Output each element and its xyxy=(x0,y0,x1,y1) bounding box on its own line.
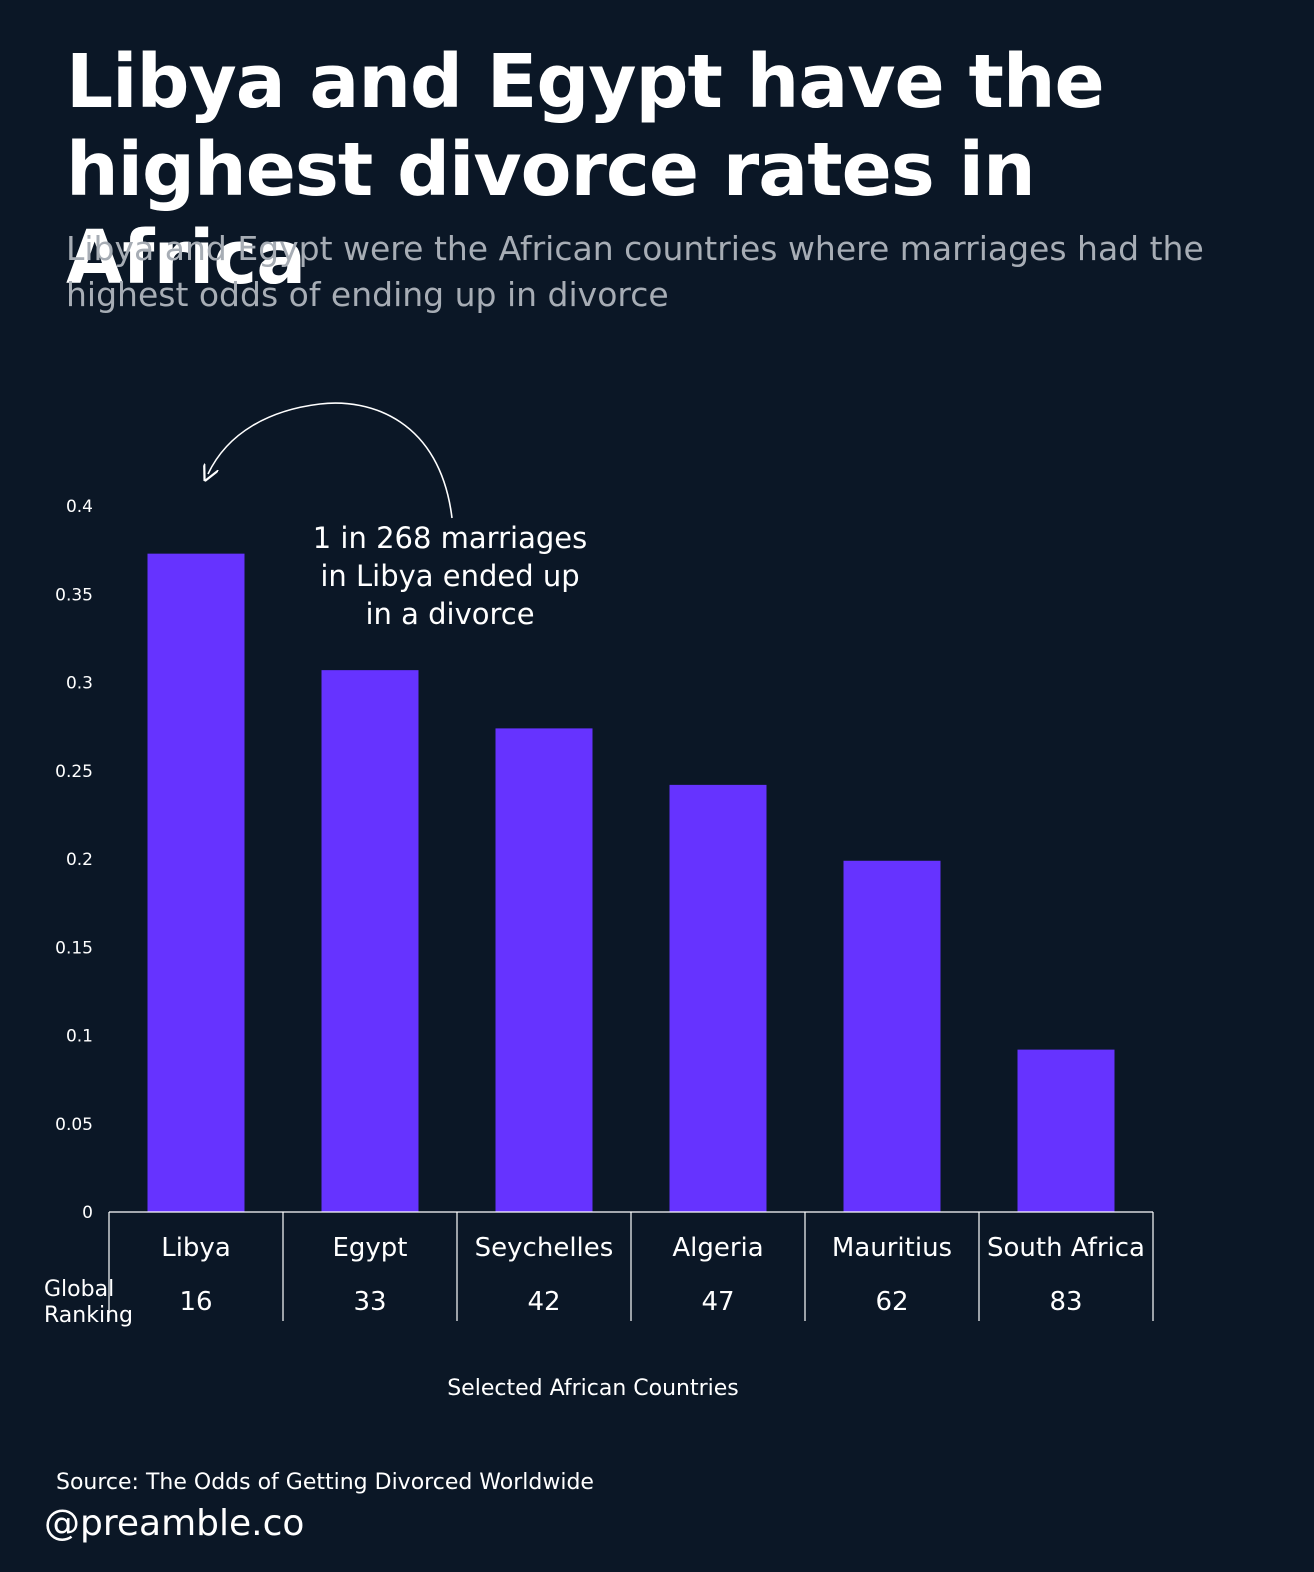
bars xyxy=(147,553,1115,1212)
y-tick-label: 0.15 xyxy=(55,938,93,958)
ranking-value: 33 xyxy=(353,1287,386,1317)
annotation-arrow xyxy=(208,402,453,519)
bar-libya xyxy=(147,553,245,1212)
ranking-value: 42 xyxy=(527,1287,560,1317)
y-tick-label: 0.25 xyxy=(55,762,93,782)
bar-egypt xyxy=(321,670,419,1212)
ranking-value: 16 xyxy=(179,1287,212,1317)
annotation-text: 1 in 268 marriages in Libya ended up in a … xyxy=(313,521,587,631)
ranking-value: 47 xyxy=(701,1287,734,1317)
x-tick-label: Algeria xyxy=(672,1233,763,1263)
y-tick-label: 0 xyxy=(82,1203,93,1223)
ranking-value: 62 xyxy=(875,1287,908,1317)
y-tick-label: 0.35 xyxy=(55,585,93,605)
chart-title: Libya and Egypt have the highest divorce… xyxy=(66,39,1105,301)
x-tick-label: Mauritius xyxy=(832,1233,952,1263)
ranking-row-label: Global Ranking xyxy=(44,1277,133,1328)
y-tick-label: 0.1 xyxy=(66,1027,93,1047)
x-tick-label: Libya xyxy=(161,1233,231,1263)
y-tick-label: 0.4 xyxy=(66,497,93,517)
x-tick-label: Egypt xyxy=(332,1233,407,1263)
chart-subtitle: Libya and Egypt were the African countri… xyxy=(66,229,1204,314)
x-tick-label: South Africa xyxy=(987,1233,1145,1263)
source-note: Source: The Odds of Getting Divorced Wor… xyxy=(56,1470,594,1495)
x-tick-label: Seychelles xyxy=(475,1233,614,1263)
bar-south-africa xyxy=(1017,1049,1115,1212)
x-axis-label: Selected African Countries xyxy=(447,1376,739,1401)
y-axis-ticks: 0 0.05 0.1 0.15 0.2 0.25 0.3 0.35 0.4 xyxy=(55,497,93,1223)
y-tick-label: 0.05 xyxy=(55,1115,93,1135)
bar-chart: 0 0.05 0.1 0.15 0.2 0.25 0.3 0.35 0.4 Libya 16 Egy… xyxy=(44,402,1154,1401)
brand-handle: @preamble.co xyxy=(44,1503,305,1544)
bar-seychelles xyxy=(495,728,593,1212)
bar-algeria xyxy=(669,784,767,1212)
category-table: Libya 16 Egypt 33 Seychelles 42 Algeria 47 Mauri… xyxy=(44,1211,1154,1328)
bar-mauritius xyxy=(843,860,941,1212)
y-tick-label: 0.3 xyxy=(66,674,93,694)
ranking-value: 83 xyxy=(1049,1287,1082,1317)
y-tick-label: 0.2 xyxy=(66,850,93,870)
